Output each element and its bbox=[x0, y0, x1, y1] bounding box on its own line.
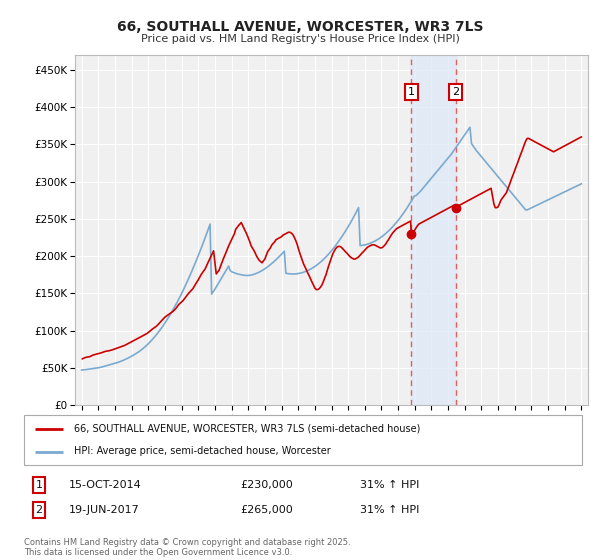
Text: 2: 2 bbox=[452, 87, 460, 97]
Text: 1: 1 bbox=[35, 480, 43, 490]
FancyBboxPatch shape bbox=[24, 415, 582, 465]
Text: Price paid vs. HM Land Registry's House Price Index (HPI): Price paid vs. HM Land Registry's House … bbox=[140, 34, 460, 44]
Text: 2: 2 bbox=[35, 505, 43, 515]
Text: 66, SOUTHALL AVENUE, WORCESTER, WR3 7LS (semi-detached house): 66, SOUTHALL AVENUE, WORCESTER, WR3 7LS … bbox=[74, 423, 421, 433]
Text: £265,000: £265,000 bbox=[240, 505, 293, 515]
Text: 15-OCT-2014: 15-OCT-2014 bbox=[69, 480, 142, 490]
Text: Contains HM Land Registry data © Crown copyright and database right 2025.
This d: Contains HM Land Registry data © Crown c… bbox=[24, 538, 350, 557]
Text: 19-JUN-2017: 19-JUN-2017 bbox=[69, 505, 140, 515]
Text: £230,000: £230,000 bbox=[240, 480, 293, 490]
Text: 1: 1 bbox=[408, 87, 415, 97]
Text: HPI: Average price, semi-detached house, Worcester: HPI: Average price, semi-detached house,… bbox=[74, 446, 331, 456]
Text: 31% ↑ HPI: 31% ↑ HPI bbox=[360, 480, 419, 490]
Bar bbox=[411, 55, 456, 405]
Text: 31% ↑ HPI: 31% ↑ HPI bbox=[360, 505, 419, 515]
Text: 66, SOUTHALL AVENUE, WORCESTER, WR3 7LS: 66, SOUTHALL AVENUE, WORCESTER, WR3 7LS bbox=[117, 20, 483, 34]
